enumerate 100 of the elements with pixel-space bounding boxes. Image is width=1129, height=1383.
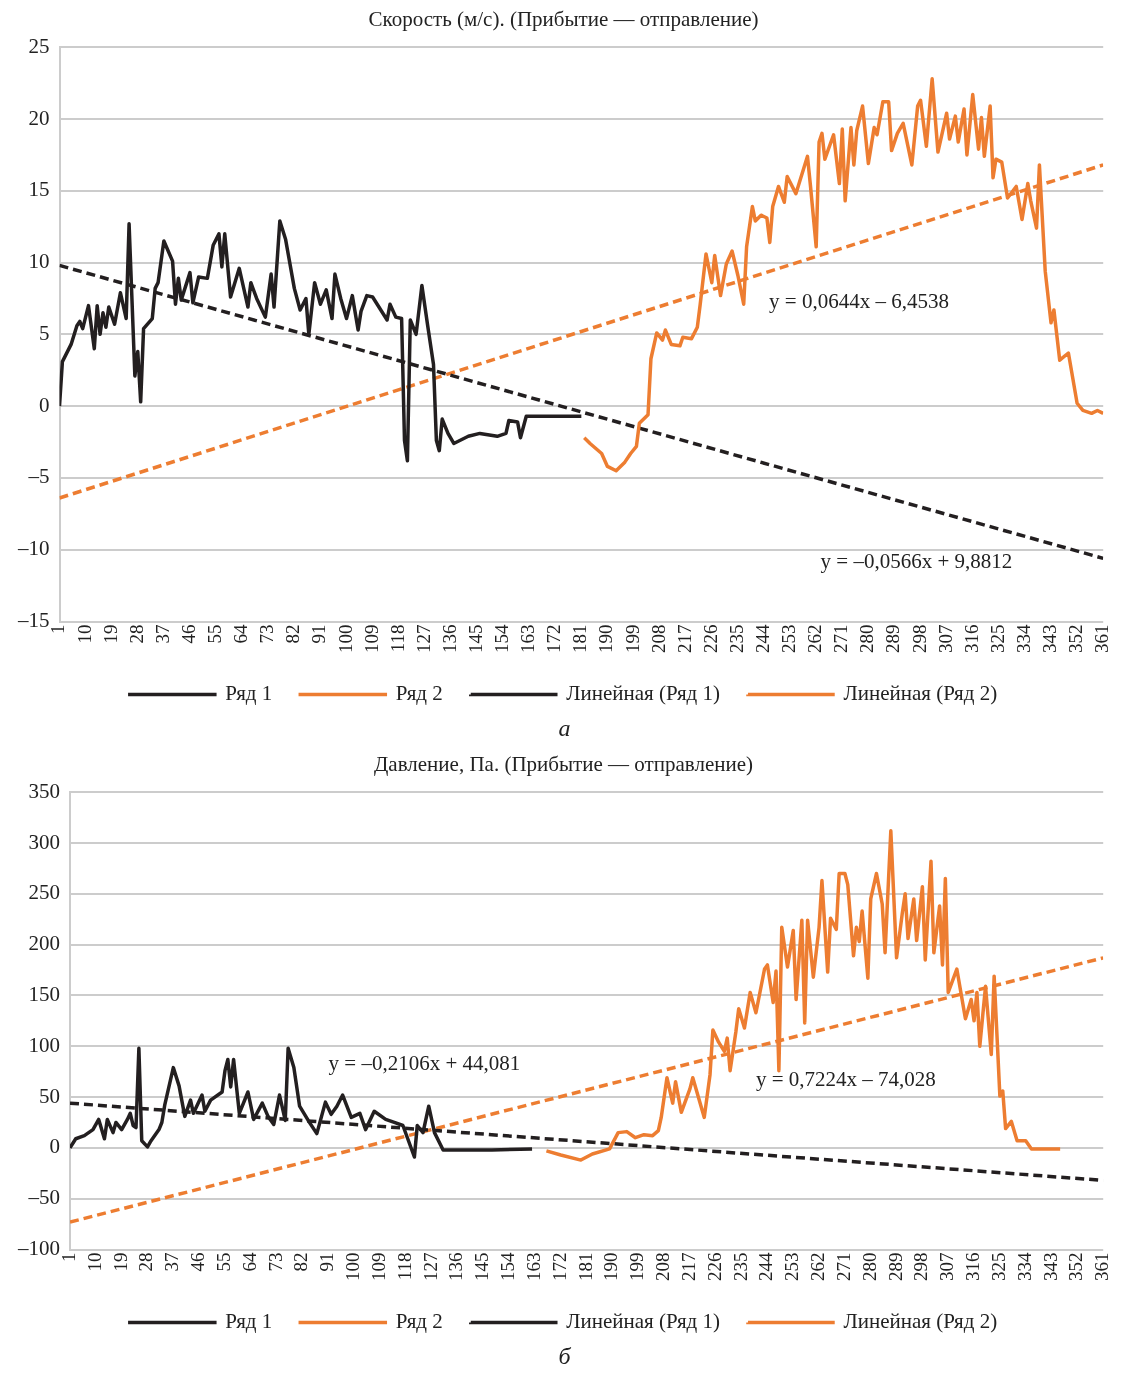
legend-label: Ряд 1 [225,1309,273,1334]
x-tick-label: 28 [125,624,147,644]
x-tick-label: 28 [135,1252,157,1272]
text: а [557,715,572,743]
x-tick-label: 64 [238,1252,260,1272]
x-tick-label: 298 [908,624,930,653]
x-tick-label: 271 [832,1252,854,1281]
legend-label: Линейная (Ряд 1) [566,681,720,706]
y-tick-label: 350 [28,778,60,803]
x-tick-label: 163 [517,624,539,653]
x-tick-label: 145 [471,1252,493,1281]
legend-label: Линейная (Ряд 2) [843,1309,998,1334]
text: б [557,1343,572,1371]
x-tick-label: 298 [910,1252,932,1281]
x-tick-label: 316 [962,1252,984,1281]
y-tick-label: –50 [27,1185,60,1210]
x-tick-label: 37 [161,1252,183,1272]
x-tick-label: 226 [699,624,721,653]
legend-label: Ряд 2 [395,681,443,706]
x-tick-label: 82 [282,624,304,644]
x-tick-label: 190 [595,624,617,653]
x-tick-label: 100 [342,1252,364,1281]
y-tick-label: 300 [28,829,60,854]
chart-title: Скорость (м/с). (Прибытие — отправление) [368,7,759,32]
x-tick-label: 172 [548,1252,570,1281]
x-tick-label: 361 [1091,1252,1113,1281]
y-tick-label: 10 [28,249,50,274]
annotation: y = 0,7224x – 74,028 [756,1067,936,1092]
x-tick-label: 73 [256,624,278,644]
x-tick-label: 46 [187,1252,209,1272]
x-tick-label: 226 [703,1252,725,1281]
x-tick-label: 253 [778,624,800,653]
chart-title: Давление, Па. (Прибытие — отправление) [374,752,753,777]
y-tick-label: 0 [49,1134,60,1159]
y-tick-label: 150 [28,981,60,1006]
x-tick-label: 325 [986,624,1008,653]
y-tick-label: –15 [17,608,50,633]
x-tick-label: 19 [99,624,121,644]
x-tick-label: 307 [936,1252,958,1281]
x-tick-label: 361 [1091,624,1113,653]
x-tick-label: 181 [569,624,591,653]
x-tick-label: 91 [316,1252,338,1272]
legend-label: Линейная (Ряд 2) [843,681,998,706]
y-tick-label: 5 [39,320,50,345]
legend-label: Линейная (Ряд 1) [566,1309,720,1334]
x-tick-label: 127 [419,1252,441,1281]
y-tick-label: –10 [17,536,50,561]
x-tick-label: 163 [522,1252,544,1281]
x-tick-label: 217 [677,1252,699,1281]
x-tick-label: 289 [882,624,904,653]
legend-label: Ряд 1 [225,681,273,706]
x-tick-label: 280 [856,624,878,653]
x-tick-label: 10 [73,624,95,644]
x-tick-label: 127 [412,624,434,653]
y-tick-label: 25 [28,33,50,58]
x-tick-label: 64 [230,624,252,644]
x-tick-label: 352 [1065,624,1087,653]
y-tick-label: –5 [27,464,50,489]
x-tick-label: 109 [360,624,382,653]
x-tick-label: 262 [807,1252,829,1281]
x-tick-label: 55 [212,1252,234,1272]
x-tick-label: 118 [386,624,408,653]
x-tick-label: 118 [393,1252,415,1281]
x-tick-label: 190 [600,1252,622,1281]
x-tick-label: 73 [264,1252,286,1272]
x-tick-label: 235 [729,1252,751,1281]
x-tick-label: 154 [497,1252,519,1281]
x-tick-label: 199 [621,624,643,653]
y-tick-label: 15 [28,177,50,202]
x-tick-label: 244 [755,1252,777,1281]
y-tick-label: –100 [17,1236,60,1261]
x-tick-label: 289 [884,1252,906,1281]
annotation: y = –0,2106x + 44,081 [328,1050,521,1075]
legend-label: Ряд 2 [395,1309,443,1334]
x-tick-label: 262 [804,624,826,653]
x-tick-label: 307 [934,624,956,653]
y-tick-label: 20 [28,105,50,130]
x-tick-label: 37 [151,624,173,644]
x-tick-label: 136 [445,1252,467,1281]
y-tick-label: 100 [28,1032,60,1057]
x-tick-label: 154 [491,624,513,653]
x-tick-label: 46 [177,624,199,644]
x-tick-label: 343 [1039,624,1060,653]
x-tick-label: 217 [673,624,695,653]
x-tick-label: 19 [109,1252,131,1272]
x-tick-label: 334 [1012,624,1034,653]
x-tick-label: 172 [543,624,565,653]
x-tick-label: 55 [204,624,226,644]
x-tick-label: 352 [1065,1252,1087,1281]
x-tick-label: 334 [1013,1252,1035,1281]
x-tick-label: 181 [574,1252,596,1281]
y-tick-label: 200 [28,931,60,956]
y-tick-label: 0 [39,392,50,417]
x-tick-label: 10 [83,1252,105,1272]
x-tick-label: 100 [334,624,356,653]
x-tick-label: 208 [647,624,669,653]
x-tick-label: 343 [1039,1252,1061,1281]
y-tick-label: 50 [39,1083,60,1108]
x-tick-label: 235 [725,624,747,653]
x-tick-label: 208 [652,1252,674,1281]
